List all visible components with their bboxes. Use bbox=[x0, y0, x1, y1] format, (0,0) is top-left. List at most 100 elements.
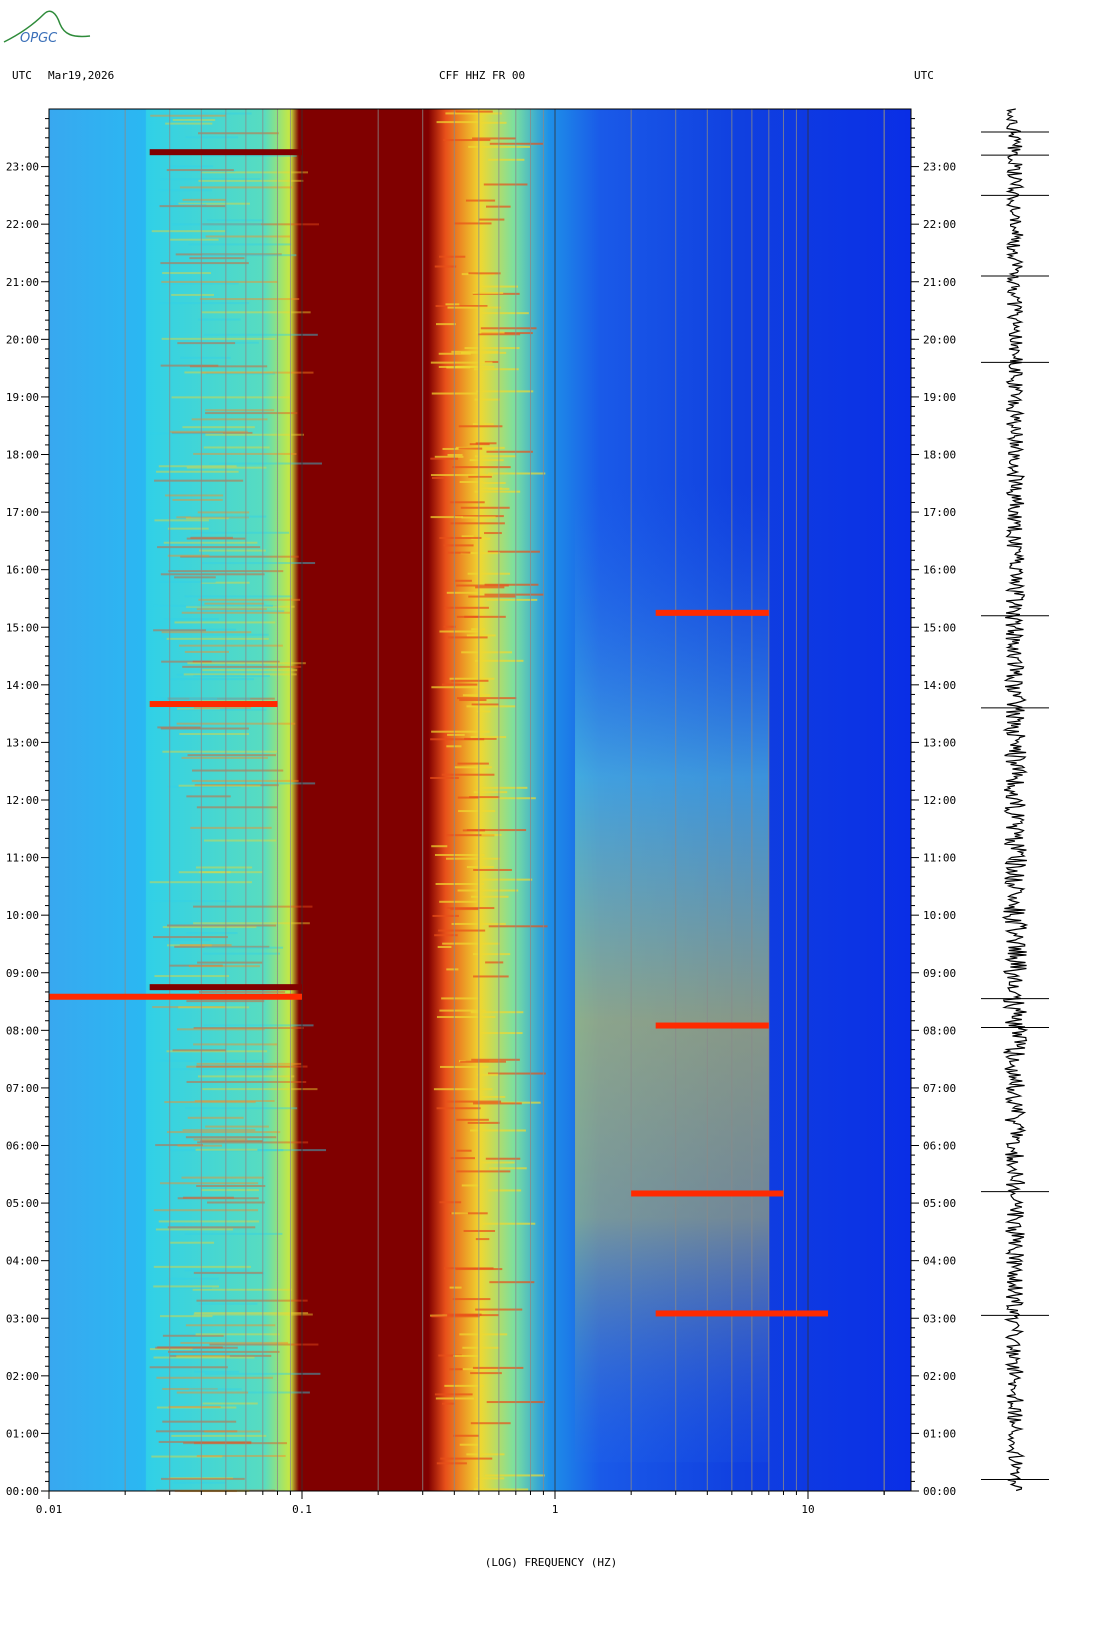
spectral-streak bbox=[154, 975, 230, 978]
spectral-streak bbox=[441, 1402, 455, 1405]
spectral-streak bbox=[160, 1182, 259, 1185]
event-band-5 bbox=[631, 1190, 784, 1197]
spectral-streak bbox=[199, 549, 266, 552]
spectral-streak bbox=[159, 205, 226, 208]
spectral-streak bbox=[466, 829, 527, 832]
spectral-streak bbox=[483, 183, 528, 186]
spectral-streak bbox=[195, 1333, 280, 1336]
spectral-streak bbox=[158, 465, 237, 468]
spectral-streak bbox=[466, 634, 496, 637]
spectral-streak bbox=[452, 466, 511, 469]
spectral-streak bbox=[484, 532, 502, 535]
spectral-streak bbox=[191, 531, 290, 534]
y-tick-label-left: 00:00 bbox=[6, 1485, 39, 1498]
spectral-streak bbox=[489, 1281, 535, 1284]
spectral-streak bbox=[430, 457, 459, 460]
y-tick-label-right: 01:00 bbox=[923, 1427, 956, 1440]
spectral-streak bbox=[198, 132, 279, 135]
spectral-streak bbox=[192, 660, 280, 663]
spectral-streak bbox=[184, 650, 229, 653]
spectral-streak bbox=[183, 673, 297, 676]
spectral-streak bbox=[205, 372, 276, 375]
spectral-streak bbox=[471, 1058, 520, 1061]
spectral-streak bbox=[186, 1080, 307, 1083]
spectral-streak bbox=[161, 337, 276, 340]
spectral-streak bbox=[470, 736, 507, 739]
spectral-streak bbox=[178, 871, 231, 874]
spectral-streak bbox=[201, 1189, 259, 1192]
spectral-streak bbox=[472, 423, 494, 426]
spectral-streak bbox=[481, 833, 502, 836]
y-tick-label-right: 10:00 bbox=[923, 909, 956, 922]
spectral-streak bbox=[465, 199, 496, 202]
spectral-streak bbox=[166, 1131, 281, 1134]
spectral-streak bbox=[153, 1285, 220, 1288]
spectral-streak bbox=[181, 756, 268, 759]
spectral-streak bbox=[449, 677, 495, 680]
spectral-streak bbox=[199, 298, 300, 301]
spectral-streak bbox=[473, 868, 512, 871]
spectral-streak bbox=[190, 169, 236, 172]
spectral-streak bbox=[163, 938, 211, 941]
spectral-streak bbox=[194, 1370, 240, 1373]
spectral-streak bbox=[174, 621, 276, 624]
spectral-streak bbox=[187, 662, 306, 665]
y-tick-label-right: 19:00 bbox=[923, 391, 956, 404]
spectral-streak bbox=[153, 1209, 259, 1212]
spectral-streak bbox=[156, 1406, 237, 1409]
x-tick-label: 1 bbox=[552, 1503, 559, 1516]
spectral-streak bbox=[451, 350, 499, 353]
spectral-streak bbox=[468, 595, 516, 598]
y-tick-label-left: 01:00 bbox=[6, 1427, 39, 1440]
spectral-streak bbox=[205, 235, 291, 238]
spectral-streak bbox=[176, 673, 241, 676]
spectral-streak bbox=[152, 1006, 225, 1009]
spectral-streak bbox=[191, 418, 268, 421]
spectral-streak bbox=[182, 665, 302, 668]
spectral-streak bbox=[159, 1315, 213, 1318]
spectral-streak bbox=[166, 637, 269, 640]
y-tick-label-left: 20:00 bbox=[6, 333, 39, 346]
spectral-streak bbox=[179, 944, 232, 947]
spectral-streak bbox=[169, 238, 219, 241]
spectral-streak bbox=[157, 302, 250, 305]
spectral-streak bbox=[436, 121, 480, 124]
spectral-streak bbox=[186, 605, 295, 608]
spectral-streak bbox=[169, 1354, 272, 1357]
spectral-streak bbox=[198, 990, 286, 993]
y-tick-label-right: 15:00 bbox=[923, 621, 956, 634]
spectral-streak bbox=[149, 1348, 193, 1351]
spectral-streak bbox=[447, 733, 465, 736]
spectral-streak bbox=[190, 515, 267, 518]
spectral-streak bbox=[468, 272, 501, 275]
spectral-streak bbox=[431, 476, 445, 479]
spectral-streak bbox=[157, 546, 261, 549]
spectral-streak bbox=[209, 462, 322, 465]
spectral-streak bbox=[474, 398, 500, 401]
spectral-streak bbox=[174, 576, 216, 579]
x-tick-label: 0.1 bbox=[292, 1503, 312, 1516]
spectral-streak bbox=[445, 857, 501, 860]
spectral-streak bbox=[446, 1100, 502, 1103]
spectral-streak bbox=[205, 412, 298, 415]
spectral-streak bbox=[153, 1265, 251, 1268]
spectral-streak bbox=[203, 839, 277, 842]
spectral-streak bbox=[439, 900, 478, 903]
spectral-streak bbox=[193, 706, 252, 709]
spectral-streak bbox=[470, 1129, 526, 1132]
spectral-streak bbox=[185, 517, 229, 520]
spectral-streak bbox=[193, 1138, 248, 1141]
spectral-streak bbox=[447, 306, 501, 309]
spectral-streak bbox=[188, 1388, 242, 1391]
spectral-streak bbox=[480, 327, 537, 330]
spectral-streak bbox=[431, 1315, 480, 1318]
spectrogram-field bbox=[49, 109, 911, 1491]
y-tick-label-left: 19:00 bbox=[6, 391, 39, 404]
spectral-streak bbox=[451, 1212, 468, 1215]
spectral-streak bbox=[435, 305, 488, 308]
spectral-streak bbox=[205, 1391, 310, 1394]
spectral-streak bbox=[196, 608, 267, 611]
spectral-streak bbox=[203, 1024, 314, 1027]
spectral-streak bbox=[446, 968, 459, 971]
